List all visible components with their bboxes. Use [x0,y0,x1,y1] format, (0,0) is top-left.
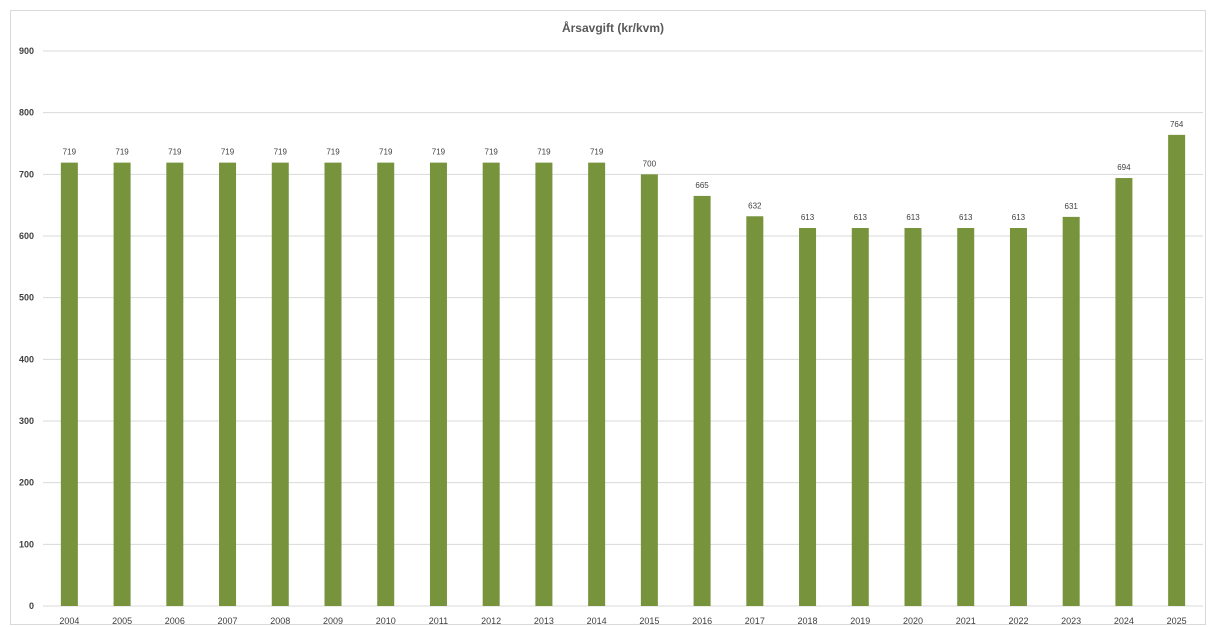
bar-2015 [640,174,658,607]
data-label: 719 [221,148,235,157]
bar-2014 [588,162,606,606]
y-tick-label: 700 [19,169,34,179]
bar-2013 [535,162,553,606]
bar-2011 [429,162,447,606]
x-tick-label: 2017 [745,616,765,626]
y-tick-label: 800 [19,108,34,118]
x-tick-label: 2008 [270,616,290,626]
data-label: 613 [1012,213,1026,222]
data-label: 719 [432,148,446,157]
x-tick-label: 2006 [165,616,185,626]
data-label: 632 [748,201,762,210]
bar-2005 [113,162,131,606]
x-tick-label: 2020 [903,616,923,626]
bar-2004 [60,162,78,606]
data-label: 694 [1117,163,1131,172]
bar-2022 [1009,227,1027,606]
data-label: 613 [801,213,815,222]
y-tick-label: 600 [19,231,34,241]
x-tick-label: 2018 [798,616,818,626]
gridlines [43,50,1203,607]
x-tick-label: 2024 [1114,616,1134,626]
x-tick-label: 2012 [481,616,501,626]
x-tick-label: 2022 [1008,616,1028,626]
data-label: 631 [1065,202,1079,211]
data-label: 764 [1170,120,1184,129]
chart-title: Årsavgift (kr/kvm) [562,20,664,35]
bar-2016 [693,195,711,606]
data-label: 613 [906,213,920,222]
data-label: 719 [115,148,129,157]
x-tick-label: 2011 [429,616,448,626]
x-tick-label: 2010 [376,616,396,626]
y-tick-label: 900 [19,46,34,56]
data-label: 613 [854,213,868,222]
x-tick-label: 2025 [1167,616,1187,626]
y-axis: 0 100 200 300 400 500 600 700 800 900 [19,46,34,611]
bar-2007 [219,162,237,606]
x-tick-label: 2015 [639,616,659,626]
data-label: 719 [379,148,393,157]
data-label: 700 [643,159,657,168]
x-tick-label: 2004 [59,616,79,626]
bar-2018 [799,227,817,606]
bar-2024 [1115,178,1133,607]
bars [60,134,1186,607]
bar-2021 [957,227,975,606]
data-label: 719 [326,148,340,157]
x-tick-label: 2009 [323,616,343,626]
x-tick-label: 2014 [587,616,607,626]
y-tick-label: 300 [19,416,34,426]
bar-2006 [166,162,184,606]
x-tick-label: 2005 [112,616,132,626]
bar-2010 [377,162,395,606]
bar-2025 [1168,134,1186,606]
x-tick-label: 2016 [692,616,712,626]
bar-2019 [851,227,869,606]
y-tick-label: 400 [19,354,34,364]
y-tick-label: 500 [19,293,34,303]
bar-2017 [746,216,764,606]
bar-2020 [904,227,922,606]
data-label: 613 [959,213,973,222]
data-label: 719 [537,148,551,157]
bar-2012 [482,162,500,606]
data-label: 665 [695,181,709,190]
y-tick-label: 200 [19,478,34,488]
x-tick-label: 2019 [850,616,870,626]
data-label: 719 [590,148,604,157]
y-tick-label: 0 [29,601,34,611]
x-tick-label: 2007 [218,616,238,626]
bar-2023 [1062,216,1080,606]
data-labels: 719 719 719 719 719 719 719 719 719 719 719 700 665 6… [63,120,1184,222]
bar-2008 [271,162,289,606]
bar-2009 [324,162,342,606]
y-tick-label: 100 [19,539,34,549]
x-tick-label: 2013 [534,616,554,626]
x-tick-label: 2023 [1061,616,1081,626]
data-label: 719 [168,148,182,157]
x-tick-label: 2021 [956,616,976,626]
data-label: 719 [63,148,77,157]
x-axis: 2004 2005 2006 2007 2008 2009 2010 2011 2012 2013… [59,616,1186,626]
data-label: 719 [485,148,499,157]
data-label: 719 [274,148,288,157]
